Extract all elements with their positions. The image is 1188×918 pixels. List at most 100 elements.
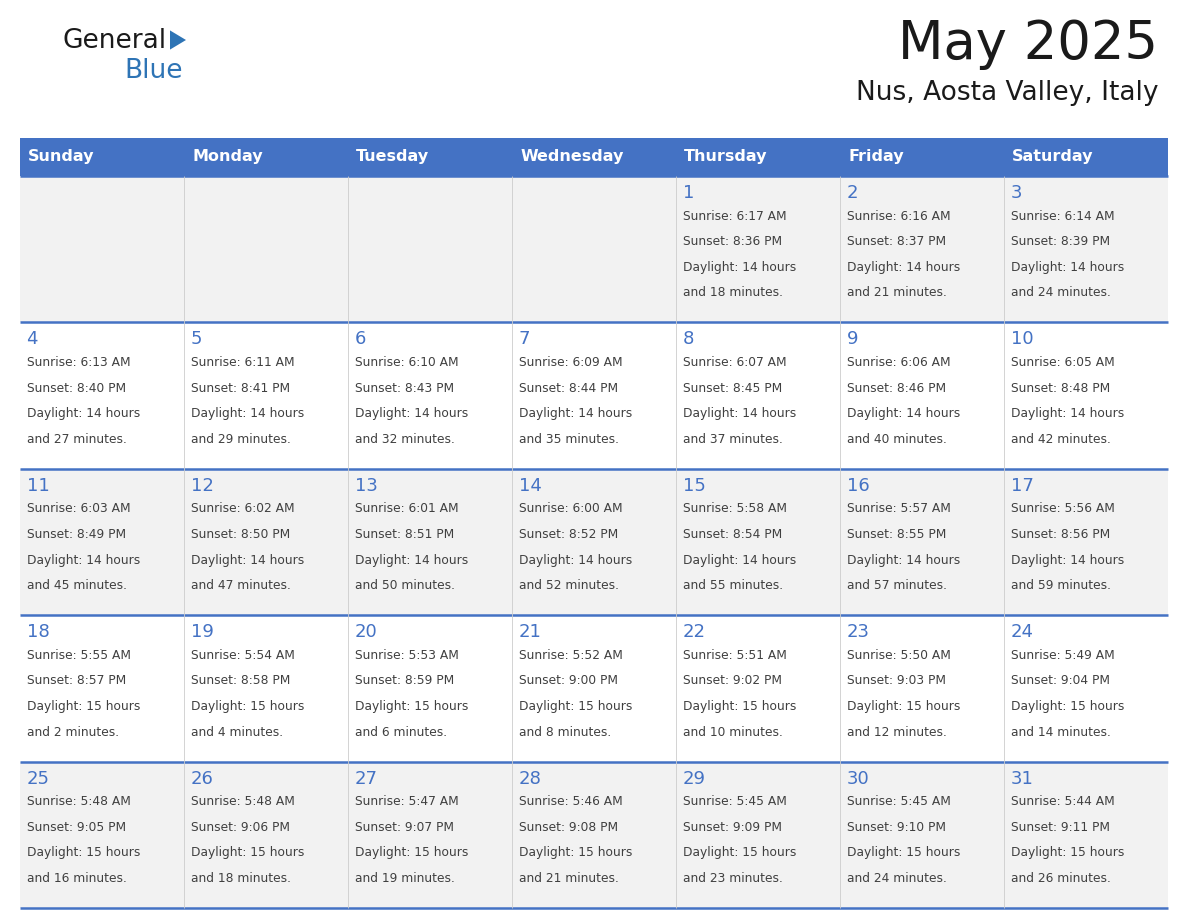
Text: Daylight: 14 hours: Daylight: 14 hours	[683, 408, 796, 420]
Text: Daylight: 14 hours: Daylight: 14 hours	[190, 554, 304, 566]
Text: Nus, Aosta Valley, Italy: Nus, Aosta Valley, Italy	[855, 80, 1158, 106]
Text: 14: 14	[518, 476, 542, 495]
Text: 6: 6	[354, 330, 366, 349]
Text: Sunrise: 6:05 AM: Sunrise: 6:05 AM	[1011, 356, 1114, 369]
Text: Sunrise: 5:57 AM: Sunrise: 5:57 AM	[847, 502, 950, 515]
Bar	[20, 762, 1168, 908]
Text: Friday: Friday	[848, 150, 904, 164]
Bar	[184, 138, 348, 176]
Text: 2: 2	[847, 184, 858, 202]
Bar	[348, 138, 512, 176]
Text: 4: 4	[26, 330, 38, 349]
Text: Daylight: 15 hours: Daylight: 15 hours	[1011, 700, 1124, 713]
Text: Sunset: 9:04 PM: Sunset: 9:04 PM	[1011, 675, 1110, 688]
Text: Sunrise: 5:58 AM: Sunrise: 5:58 AM	[683, 502, 786, 515]
Text: and 24 minutes.: and 24 minutes.	[847, 872, 947, 885]
Text: Sunset: 9:09 PM: Sunset: 9:09 PM	[683, 821, 782, 834]
Text: Daylight: 15 hours: Daylight: 15 hours	[847, 700, 960, 713]
Text: Daylight: 14 hours: Daylight: 14 hours	[354, 554, 468, 566]
Text: Sunset: 8:58 PM: Sunset: 8:58 PM	[190, 675, 290, 688]
Text: Sunrise: 6:02 AM: Sunrise: 6:02 AM	[190, 502, 295, 515]
Text: Sunrise: 5:48 AM: Sunrise: 5:48 AM	[190, 795, 295, 808]
Text: 19: 19	[190, 623, 214, 641]
Text: and 29 minutes.: and 29 minutes.	[190, 433, 290, 446]
Text: Sunrise: 5:54 AM: Sunrise: 5:54 AM	[190, 649, 295, 662]
Text: May 2025: May 2025	[898, 18, 1158, 70]
Text: 23: 23	[847, 623, 870, 641]
Text: and 14 minutes.: and 14 minutes.	[1011, 726, 1111, 739]
Text: 29: 29	[683, 769, 706, 788]
Text: and 21 minutes.: and 21 minutes.	[847, 286, 947, 299]
Text: 9: 9	[847, 330, 858, 349]
Text: Thursday: Thursday	[684, 150, 767, 164]
Text: 11: 11	[26, 476, 50, 495]
Bar	[20, 469, 1168, 615]
Text: Sunrise: 6:01 AM: Sunrise: 6:01 AM	[354, 502, 459, 515]
Text: 17: 17	[1011, 476, 1034, 495]
Text: Daylight: 14 hours: Daylight: 14 hours	[26, 554, 140, 566]
Text: Sunset: 9:00 PM: Sunset: 9:00 PM	[518, 675, 618, 688]
Text: and 10 minutes.: and 10 minutes.	[683, 726, 783, 739]
Bar	[20, 138, 184, 176]
Text: Sunset: 8:41 PM: Sunset: 8:41 PM	[190, 382, 290, 395]
Text: Sunset: 8:55 PM: Sunset: 8:55 PM	[847, 528, 946, 541]
Text: Daylight: 15 hours: Daylight: 15 hours	[683, 700, 796, 713]
Text: Sunrise: 6:16 AM: Sunrise: 6:16 AM	[847, 209, 950, 223]
Text: and 57 minutes.: and 57 minutes.	[847, 579, 947, 592]
Text: Sunset: 8:43 PM: Sunset: 8:43 PM	[354, 382, 454, 395]
Text: Sunrise: 6:00 AM: Sunrise: 6:00 AM	[518, 502, 623, 515]
Text: and 50 minutes.: and 50 minutes.	[354, 579, 455, 592]
Text: and 59 minutes.: and 59 minutes.	[1011, 579, 1111, 592]
Text: Sunrise: 6:14 AM: Sunrise: 6:14 AM	[1011, 209, 1114, 223]
Text: 27: 27	[354, 769, 378, 788]
Text: Sunset: 9:03 PM: Sunset: 9:03 PM	[847, 675, 946, 688]
Text: Sunset: 9:05 PM: Sunset: 9:05 PM	[26, 821, 126, 834]
Text: Sunset: 8:39 PM: Sunset: 8:39 PM	[1011, 235, 1110, 248]
Text: Sunrise: 5:46 AM: Sunrise: 5:46 AM	[518, 795, 623, 808]
Text: Daylight: 15 hours: Daylight: 15 hours	[26, 700, 140, 713]
Text: Sunrise: 6:06 AM: Sunrise: 6:06 AM	[847, 356, 950, 369]
Text: Sunrise: 5:55 AM: Sunrise: 5:55 AM	[26, 649, 131, 662]
Text: and 45 minutes.: and 45 minutes.	[26, 579, 127, 592]
Text: 18: 18	[26, 623, 50, 641]
Text: 16: 16	[847, 476, 870, 495]
Text: Sunrise: 5:56 AM: Sunrise: 5:56 AM	[1011, 502, 1114, 515]
Text: and 40 minutes.: and 40 minutes.	[847, 433, 947, 446]
Text: General: General	[62, 28, 166, 54]
Text: Sunset: 8:49 PM: Sunset: 8:49 PM	[26, 528, 126, 541]
Text: and 26 minutes.: and 26 minutes.	[1011, 872, 1111, 885]
Text: and 18 minutes.: and 18 minutes.	[190, 872, 291, 885]
Text: Sunrise: 6:11 AM: Sunrise: 6:11 AM	[190, 356, 295, 369]
Text: Daylight: 15 hours: Daylight: 15 hours	[354, 846, 468, 859]
Text: Daylight: 14 hours: Daylight: 14 hours	[1011, 408, 1124, 420]
Text: Daylight: 15 hours: Daylight: 15 hours	[354, 700, 468, 713]
Text: Sunset: 9:10 PM: Sunset: 9:10 PM	[847, 821, 946, 834]
Text: and 18 minutes.: and 18 minutes.	[683, 286, 783, 299]
Text: Sunset: 8:45 PM: Sunset: 8:45 PM	[683, 382, 782, 395]
Text: Sunrise: 5:51 AM: Sunrise: 5:51 AM	[683, 649, 786, 662]
Text: 21: 21	[518, 623, 542, 641]
Text: 24: 24	[1011, 623, 1034, 641]
Text: Daylight: 14 hours: Daylight: 14 hours	[190, 408, 304, 420]
Text: Daylight: 15 hours: Daylight: 15 hours	[847, 846, 960, 859]
Text: Sunset: 9:02 PM: Sunset: 9:02 PM	[683, 675, 782, 688]
Bar	[676, 138, 840, 176]
Text: Daylight: 14 hours: Daylight: 14 hours	[847, 554, 960, 566]
Text: 25: 25	[26, 769, 50, 788]
Text: Daylight: 15 hours: Daylight: 15 hours	[190, 846, 304, 859]
Text: and 37 minutes.: and 37 minutes.	[683, 433, 783, 446]
Text: Sunset: 9:07 PM: Sunset: 9:07 PM	[354, 821, 454, 834]
Text: 30: 30	[847, 769, 870, 788]
Text: Daylight: 14 hours: Daylight: 14 hours	[518, 554, 632, 566]
Text: Sunset: 9:11 PM: Sunset: 9:11 PM	[1011, 821, 1110, 834]
Text: Sunset: 8:59 PM: Sunset: 8:59 PM	[354, 675, 454, 688]
Text: Blue: Blue	[124, 58, 183, 84]
Text: Sunset: 8:54 PM: Sunset: 8:54 PM	[683, 528, 782, 541]
Text: Sunset: 8:44 PM: Sunset: 8:44 PM	[518, 382, 618, 395]
Text: Sunrise: 6:17 AM: Sunrise: 6:17 AM	[683, 209, 786, 223]
Text: Daylight: 15 hours: Daylight: 15 hours	[518, 846, 632, 859]
Text: and 52 minutes.: and 52 minutes.	[518, 579, 619, 592]
Text: and 47 minutes.: and 47 minutes.	[190, 579, 290, 592]
Bar	[20, 322, 1168, 469]
Text: Wednesday: Wednesday	[520, 150, 624, 164]
